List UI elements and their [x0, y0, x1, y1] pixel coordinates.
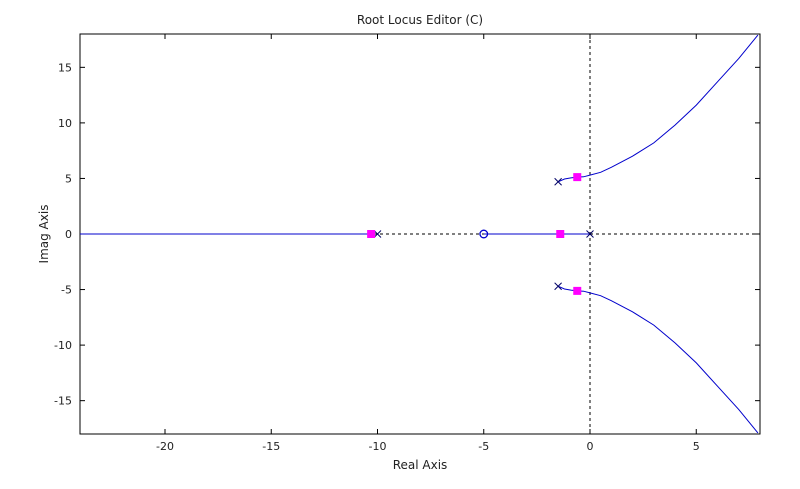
y-tick-label: 0	[65, 228, 72, 241]
locus-branches	[80, 34, 759, 434]
locus-branch-5	[557, 285, 759, 434]
open-loop-zero-marker	[479, 229, 489, 239]
pole-cross-stroke	[554, 282, 562, 291]
y-tick-label: -5	[61, 284, 72, 297]
y-tick-label: 5	[65, 172, 72, 185]
x-tick-label: -20	[156, 440, 174, 453]
closed-loop-pole-marker	[367, 230, 376, 238]
y-tick-label: 15	[58, 61, 72, 74]
open-loop-pole-marker	[586, 230, 594, 238]
x-tick-label: 0	[587, 440, 594, 453]
closed-loop-pole-marker	[556, 230, 565, 238]
locus-branch-4	[557, 34, 759, 183]
x-tick-label: 5	[693, 440, 700, 453]
y-axis-label: Imag Axis	[37, 205, 51, 264]
y-tick-label: -10	[54, 339, 72, 352]
closed-loop-pole-marker	[573, 286, 582, 295]
pole-cross-stroke	[373, 230, 382, 238]
axis-ticks: -20 -15 -10 -5 0 5 -15 -10 -5 0 5 10 15	[54, 34, 760, 453]
x-axis-label: Real Axis	[393, 458, 448, 472]
open-loop-pole-marker	[554, 282, 562, 291]
pole-cross-stroke	[586, 230, 594, 238]
chart-title: Root Locus Editor (C)	[357, 13, 483, 27]
open-loop-pole-marker	[554, 177, 562, 186]
closed-loop-pole-marker	[573, 173, 582, 182]
y-tick-label: -15	[54, 395, 72, 408]
x-tick-label: -10	[369, 440, 387, 453]
x-tick-label: -5	[478, 440, 489, 453]
pole-cross-stroke	[554, 177, 562, 186]
x-tick-label: -15	[262, 440, 280, 453]
pole-zero-markers	[367, 173, 594, 295]
y-tick-label: 10	[58, 117, 72, 130]
open-loop-pole-marker	[373, 230, 382, 238]
